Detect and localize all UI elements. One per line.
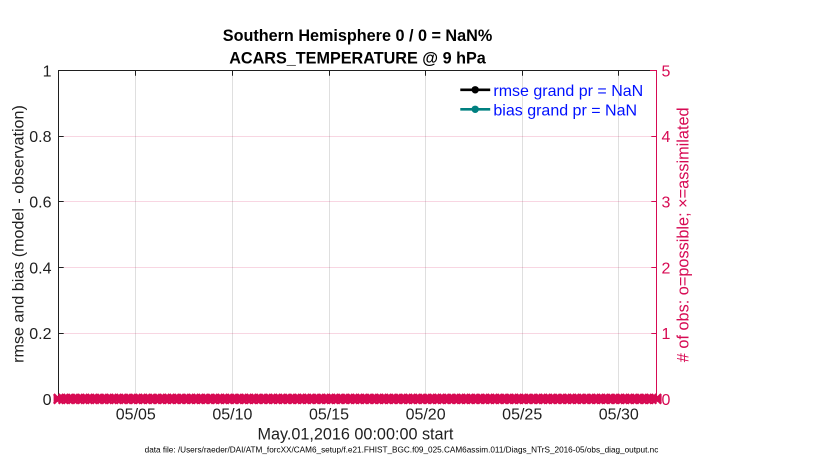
svg-text:05/05: 05/05 bbox=[116, 407, 156, 424]
svg-text:0.2: 0.2 bbox=[29, 326, 51, 343]
svg-text:05/15: 05/15 bbox=[309, 407, 349, 424]
svg-text:1: 1 bbox=[43, 63, 52, 80]
svg-text:1: 1 bbox=[662, 326, 671, 343]
svg-text:0: 0 bbox=[662, 392, 671, 409]
svg-text:0.4: 0.4 bbox=[29, 260, 51, 277]
svg-text:May.01,2016 00:00:00 start: May.01,2016 00:00:00 start bbox=[258, 425, 454, 443]
svg-text:Southern Hemisphere 0 / 0 = Na: Southern Hemisphere 0 / 0 = NaN% bbox=[223, 27, 492, 45]
svg-text:05/10: 05/10 bbox=[212, 407, 252, 424]
svg-text:rmse and bias (model - observa: rmse and bias (model - observation) bbox=[10, 105, 28, 363]
svg-text:bias grand pr = NaN: bias grand pr = NaN bbox=[493, 102, 637, 119]
svg-text:4: 4 bbox=[662, 129, 671, 146]
svg-text:# of obs: o=possible; ×=assimi: # of obs: o=possible; ×=assimilated bbox=[675, 107, 693, 362]
svg-text:0: 0 bbox=[43, 392, 52, 409]
svg-text:05/30: 05/30 bbox=[599, 407, 639, 424]
svg-text:05/25: 05/25 bbox=[502, 407, 542, 424]
svg-text:5: 5 bbox=[662, 63, 671, 80]
svg-text:ACARS_TEMPERATURE @ 9 hPa: ACARS_TEMPERATURE @ 9 hPa bbox=[229, 50, 487, 68]
svg-text:05/20: 05/20 bbox=[406, 407, 446, 424]
svg-text:2: 2 bbox=[662, 260, 671, 277]
svg-text:0.6: 0.6 bbox=[29, 195, 51, 212]
svg-text:rmse grand pr = NaN: rmse grand pr = NaN bbox=[493, 83, 643, 100]
svg-text:data file: /Users/raeder/DAI/A: data file: /Users/raeder/DAI/ATM_forcXX/… bbox=[145, 446, 659, 455]
svg-text:3: 3 bbox=[662, 195, 671, 212]
svg-text:0.8: 0.8 bbox=[29, 129, 51, 146]
